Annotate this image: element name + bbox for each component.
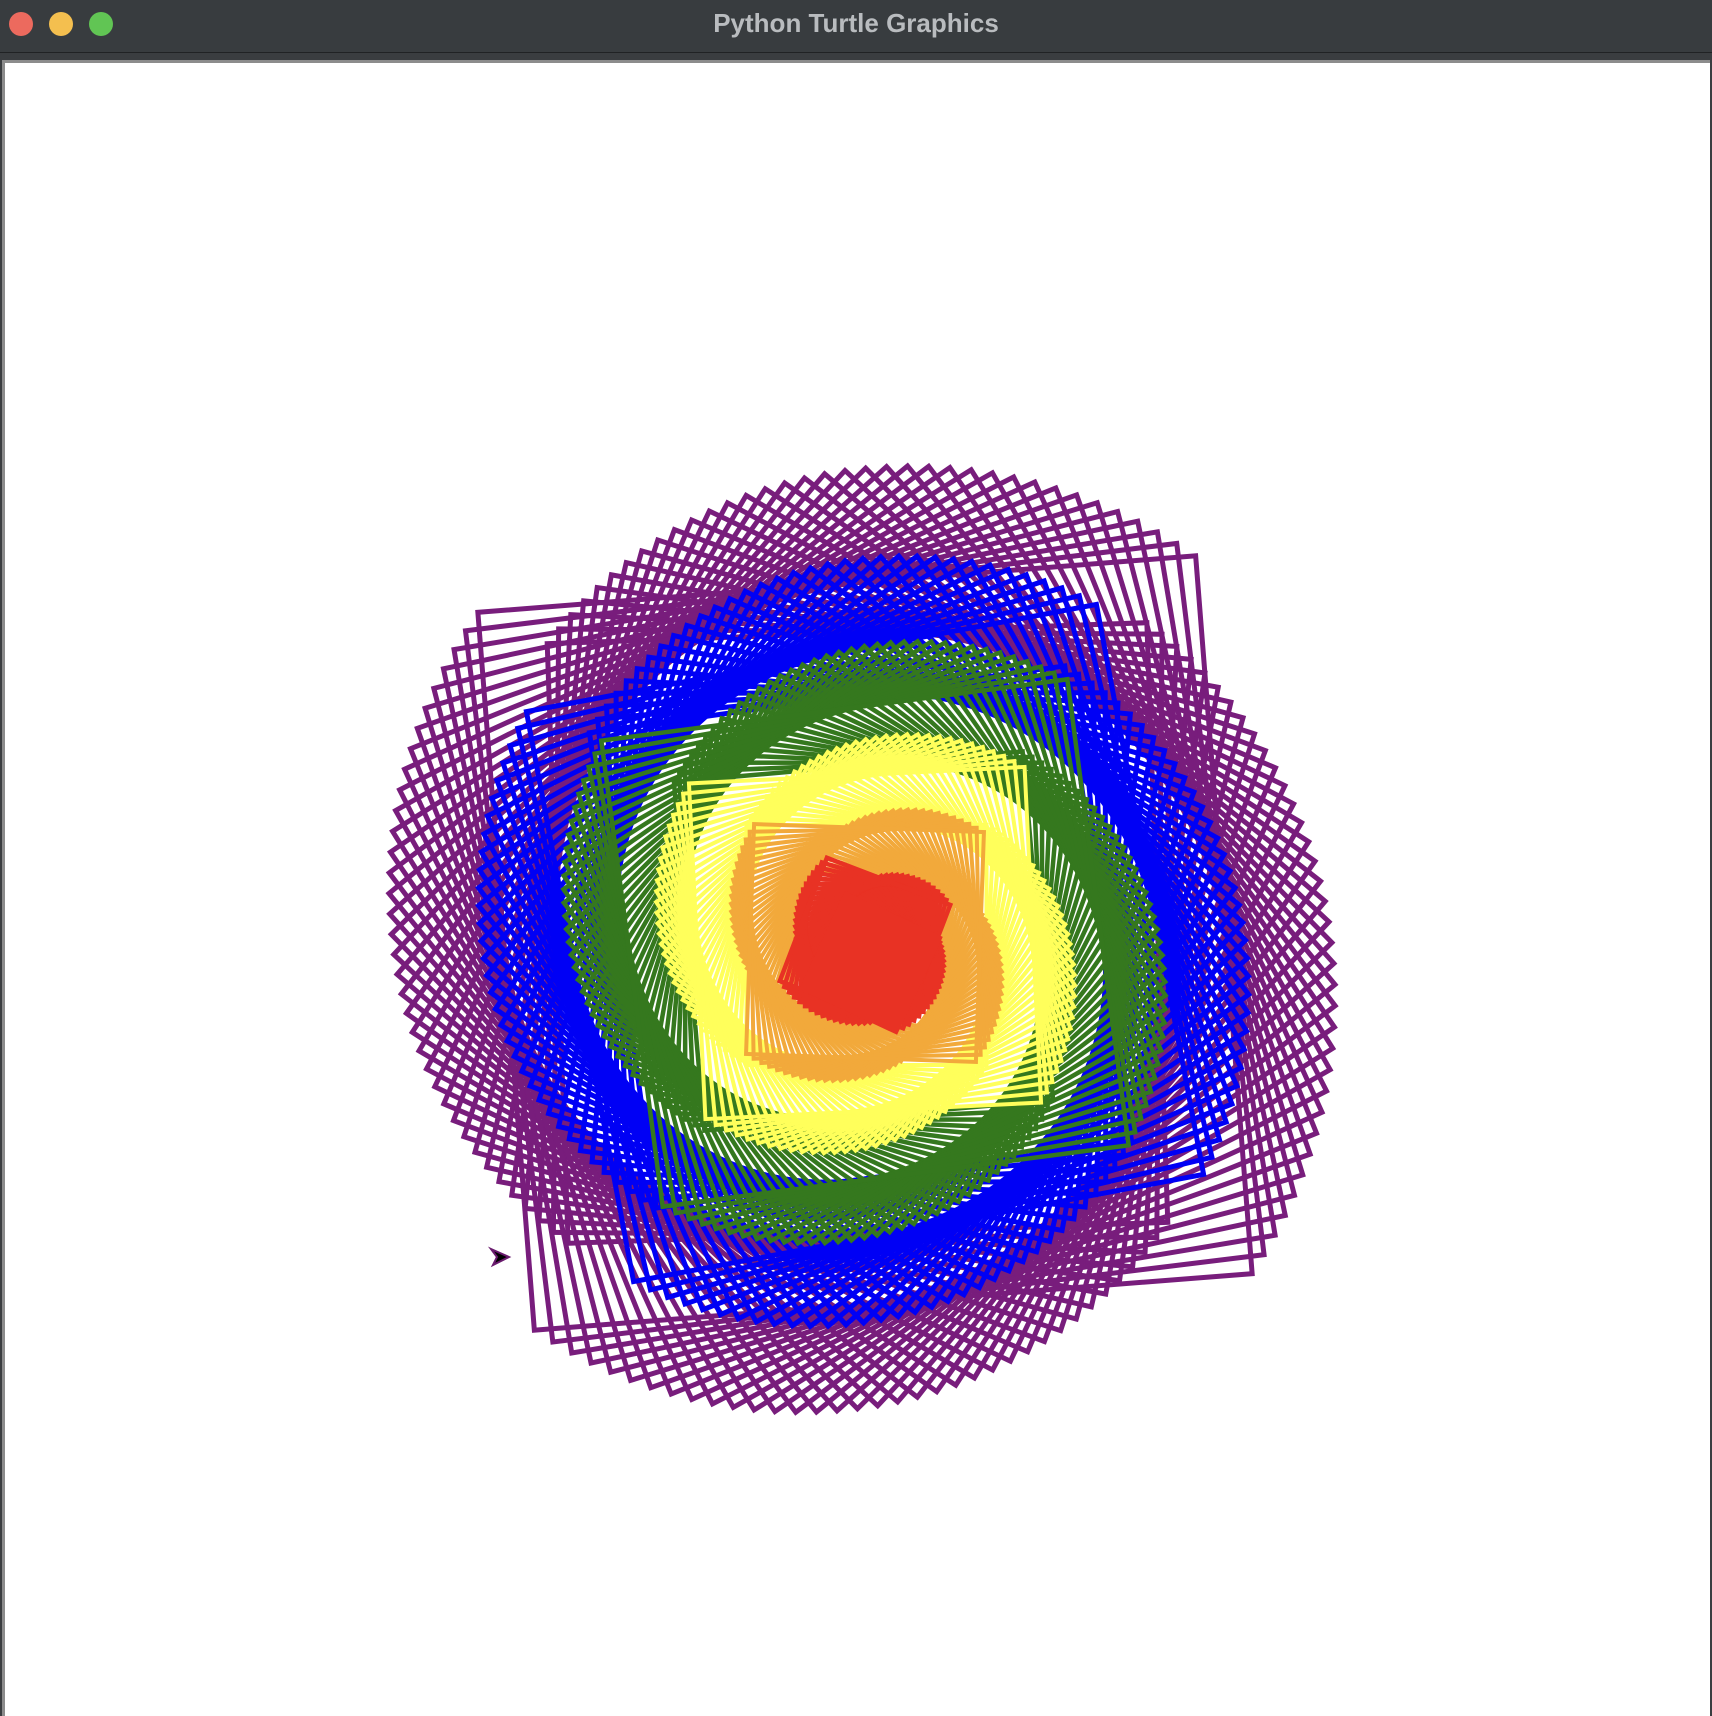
turtle-arrow-icon bbox=[487, 1246, 512, 1268]
maximize-button[interactable] bbox=[89, 12, 113, 36]
spiral-center-fill bbox=[799, 891, 943, 1035]
minimize-button[interactable] bbox=[49, 12, 73, 36]
spiral-square bbox=[743, 821, 987, 1065]
spiral-square bbox=[686, 764, 1044, 1122]
spiral-drawing bbox=[385, 462, 1339, 1416]
window-title: Python Turtle Graphics bbox=[713, 8, 999, 38]
title-bar[interactable]: Python Turtle Graphics bbox=[0, 0, 1712, 53]
spiral-square bbox=[523, 601, 1207, 1285]
turtle-drawing-canvas[interactable] bbox=[5, 63, 1710, 1716]
close-button[interactable] bbox=[9, 12, 33, 36]
spiral-square bbox=[598, 676, 1132, 1210]
drawing-canvas-frame[interactable] bbox=[2, 60, 1710, 1716]
